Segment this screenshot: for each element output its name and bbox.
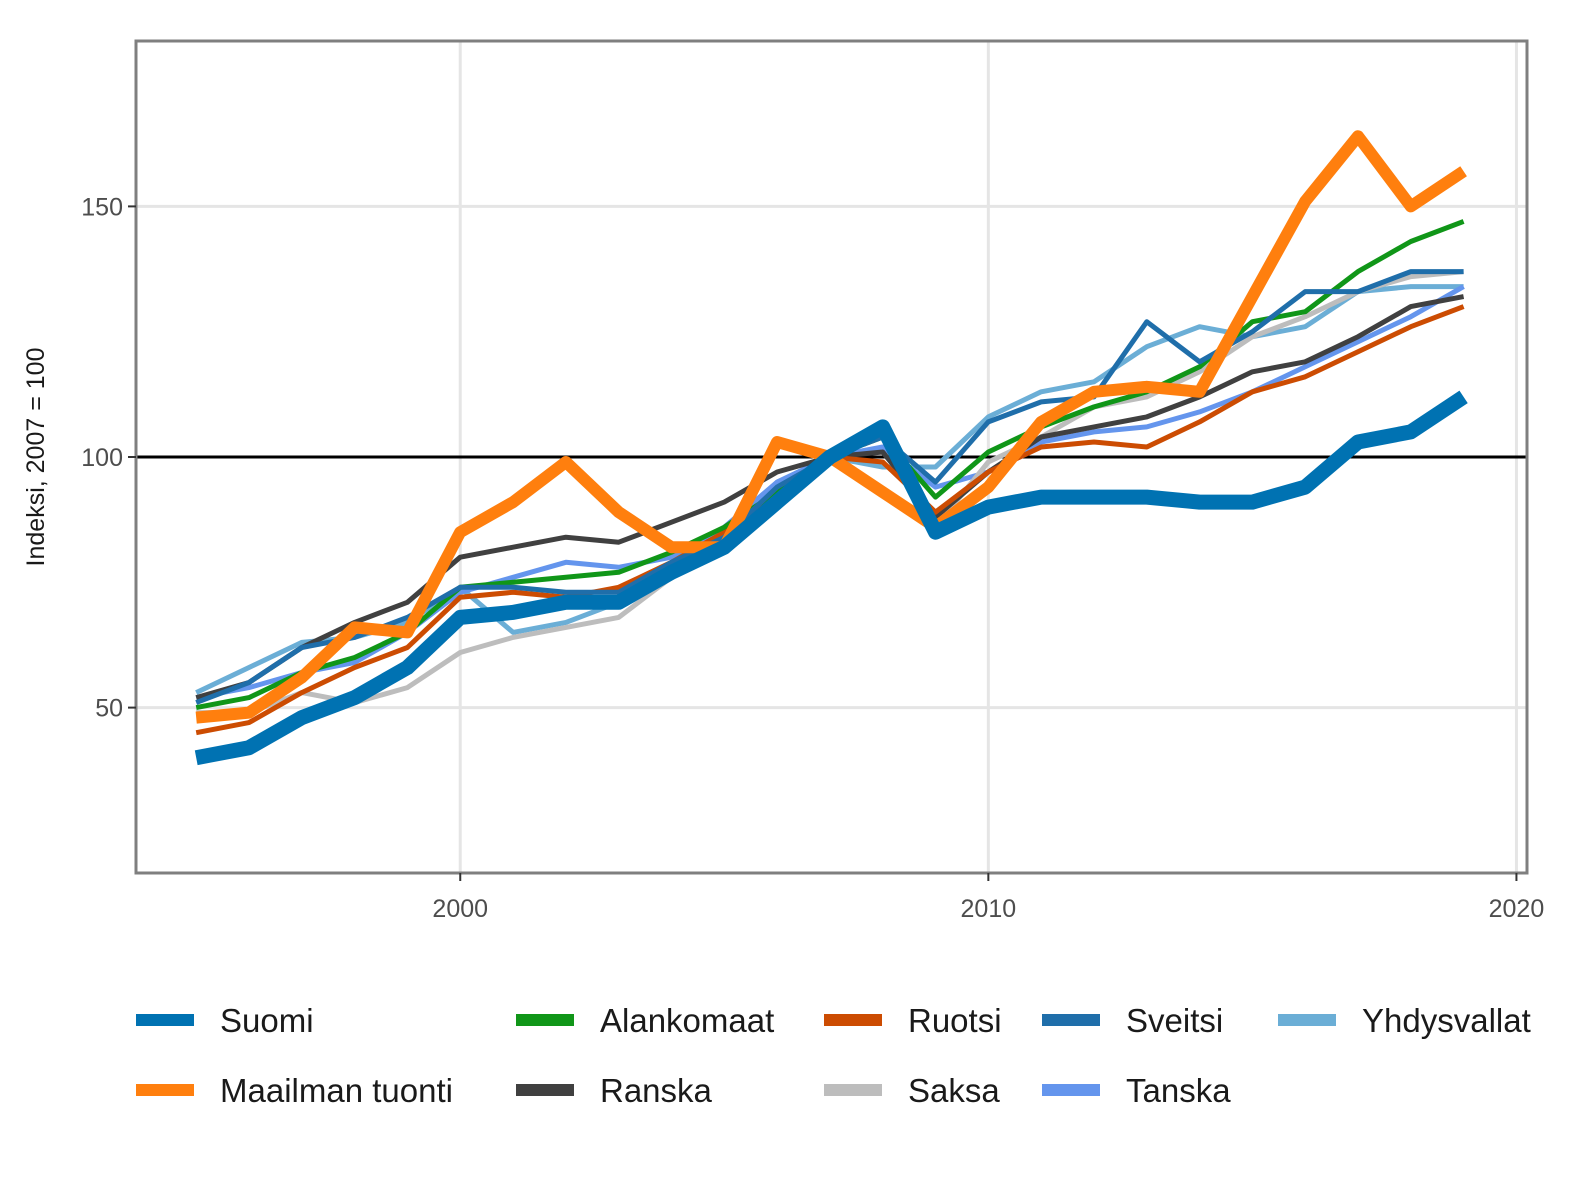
y-tick-label: 50 (95, 695, 123, 723)
series-line-suomi (194, 390, 1468, 766)
legend-label-ruotsi: Ruotsi (908, 1002, 1002, 1039)
legend-label-alankomaat: Alankomaat (600, 1002, 774, 1039)
y-tick-label: 100 (81, 444, 123, 472)
x-tick-label: 2000 (432, 895, 488, 923)
axis-layer: 50 100 150 2000 2010 2020 (81, 193, 1544, 923)
legend-label-sveitsi: Sveitsi (1126, 1002, 1223, 1039)
legend-label-tanska: Tanska (1126, 1072, 1231, 1109)
x-tick-label: 2010 (961, 895, 1017, 923)
legend-label-saksa: Saksa (908, 1072, 1000, 1109)
series-layer (194, 130, 1468, 766)
y-axis-title: Indeksi, 2007 = 100 (22, 348, 50, 567)
legend-label-ranska: Ranska (600, 1072, 713, 1109)
legend: Suomi Alankomaat Ruotsi Sveitsi Yhdysvallat M… (136, 1002, 1531, 1109)
legend-label-suomi: Suomi (220, 1002, 314, 1039)
y-tick-label: 150 (81, 193, 123, 221)
x-tick-label: 2020 (1489, 895, 1545, 923)
legend-label-maailman-tuonti: Maailman tuonti (220, 1072, 453, 1109)
legend-label-yhdysvallat: Yhdysvallat (1362, 1002, 1531, 1039)
